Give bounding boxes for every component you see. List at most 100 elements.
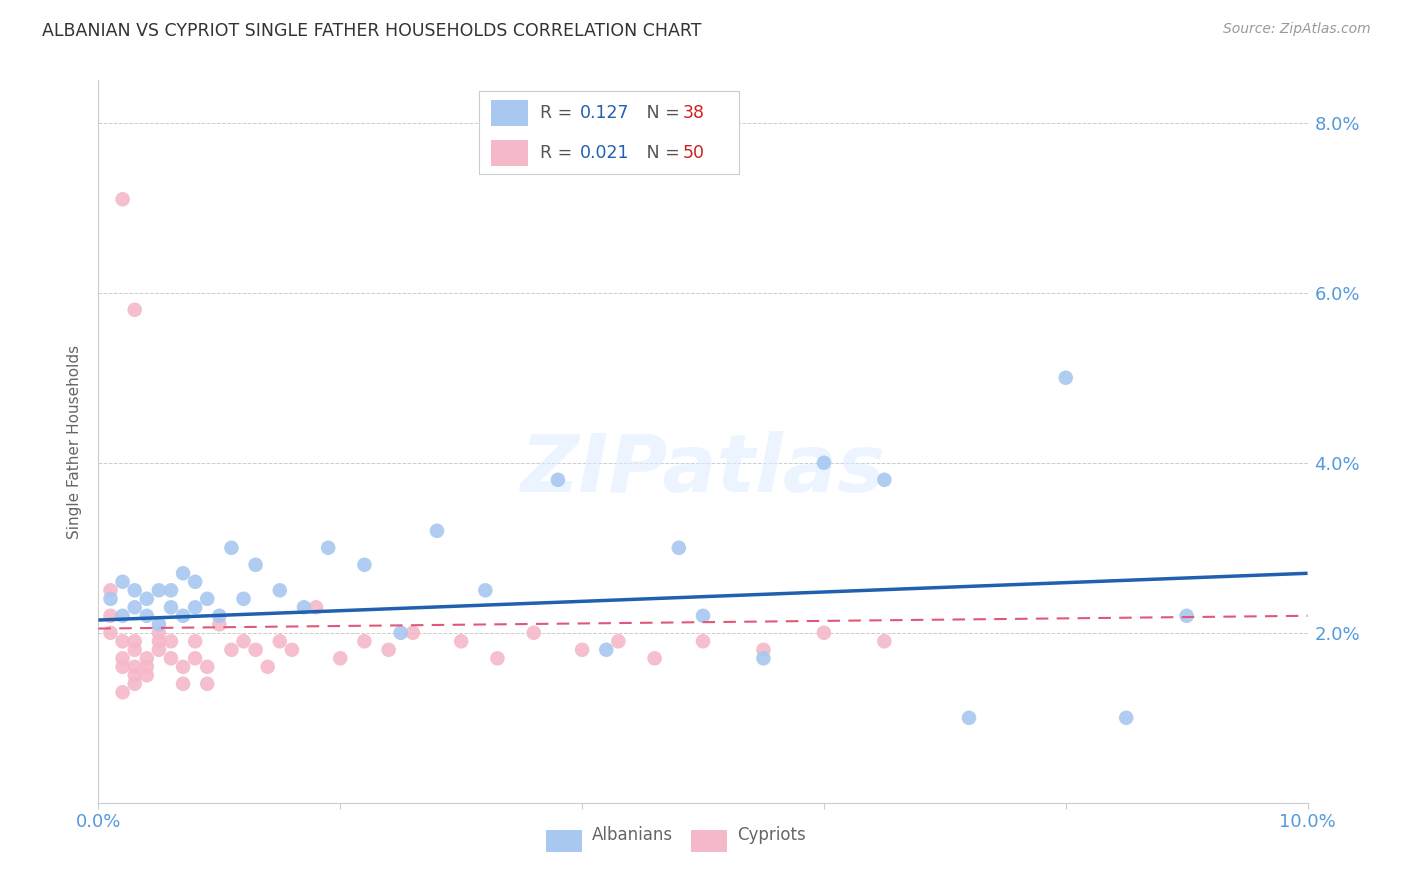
- Point: [124, 668, 146, 682]
- Text: N =: N =: [630, 103, 686, 122]
- Point: [135, 668, 157, 682]
- Point: [111, 608, 134, 623]
- Text: 0.127: 0.127: [579, 103, 628, 122]
- Point: [184, 600, 207, 615]
- Point: [256, 660, 278, 674]
- Point: [668, 541, 690, 555]
- Point: [111, 192, 134, 206]
- Point: [873, 634, 896, 648]
- Point: [172, 608, 194, 623]
- Point: [873, 473, 896, 487]
- Point: [111, 685, 134, 699]
- Point: [135, 651, 157, 665]
- Point: [245, 558, 267, 572]
- Text: Source: ZipAtlas.com: Source: ZipAtlas.com: [1223, 22, 1371, 37]
- Point: [221, 642, 243, 657]
- Y-axis label: Single Father Households: Single Father Households: [67, 344, 83, 539]
- FancyBboxPatch shape: [479, 91, 740, 174]
- Point: [281, 642, 304, 657]
- Point: [692, 634, 714, 648]
- Point: [752, 642, 775, 657]
- Point: [523, 625, 546, 640]
- Point: [160, 600, 183, 615]
- Point: [692, 608, 714, 623]
- Point: [1115, 711, 1137, 725]
- Point: [135, 591, 157, 606]
- Point: [124, 642, 146, 657]
- Point: [184, 574, 207, 589]
- Point: [595, 642, 617, 657]
- Text: N =: N =: [630, 144, 686, 161]
- Point: [100, 608, 122, 623]
- Point: [389, 625, 412, 640]
- Point: [172, 677, 194, 691]
- Point: [232, 591, 254, 606]
- Point: [124, 302, 146, 317]
- Point: [269, 583, 291, 598]
- Point: [474, 583, 496, 598]
- Text: Albanians: Albanians: [592, 826, 673, 845]
- Point: [148, 634, 170, 648]
- FancyBboxPatch shape: [690, 830, 727, 852]
- Point: [100, 591, 122, 606]
- Point: [813, 456, 835, 470]
- Point: [377, 642, 399, 657]
- Point: [124, 660, 146, 674]
- Point: [111, 574, 134, 589]
- Point: [184, 634, 207, 648]
- Point: [547, 473, 569, 487]
- Point: [135, 608, 157, 623]
- Point: [111, 651, 134, 665]
- Point: [208, 617, 231, 632]
- Point: [450, 634, 472, 648]
- FancyBboxPatch shape: [546, 830, 582, 852]
- Text: 38: 38: [682, 103, 704, 122]
- FancyBboxPatch shape: [492, 100, 527, 126]
- Point: [292, 600, 315, 615]
- Point: [124, 583, 146, 598]
- Point: [160, 651, 183, 665]
- Point: [195, 591, 218, 606]
- Point: [195, 660, 218, 674]
- Point: [100, 625, 122, 640]
- Point: [124, 600, 146, 615]
- Point: [957, 711, 980, 725]
- Point: [426, 524, 449, 538]
- Point: [571, 642, 593, 657]
- Point: [195, 677, 218, 691]
- Point: [100, 583, 122, 598]
- Text: Cypriots: Cypriots: [737, 826, 806, 845]
- Point: [111, 634, 134, 648]
- Point: [148, 625, 170, 640]
- Point: [353, 634, 375, 648]
- Point: [221, 541, 243, 555]
- Point: [353, 558, 375, 572]
- Point: [245, 642, 267, 657]
- Point: [184, 651, 207, 665]
- Point: [305, 600, 328, 615]
- Point: [172, 566, 194, 581]
- Text: 50: 50: [682, 144, 704, 161]
- Point: [1175, 608, 1198, 623]
- Point: [172, 660, 194, 674]
- Point: [160, 583, 183, 598]
- Text: ALBANIAN VS CYPRIOT SINGLE FATHER HOUSEHOLDS CORRELATION CHART: ALBANIAN VS CYPRIOT SINGLE FATHER HOUSEH…: [42, 22, 702, 40]
- Point: [752, 651, 775, 665]
- Point: [232, 634, 254, 648]
- Text: 0.021: 0.021: [579, 144, 628, 161]
- Point: [160, 634, 183, 648]
- Point: [124, 677, 146, 691]
- Text: R =: R =: [540, 103, 578, 122]
- Point: [111, 660, 134, 674]
- Point: [1054, 371, 1077, 385]
- Point: [148, 583, 170, 598]
- Text: ZIPatlas: ZIPatlas: [520, 432, 886, 509]
- Point: [124, 634, 146, 648]
- Point: [607, 634, 630, 648]
- Point: [644, 651, 666, 665]
- FancyBboxPatch shape: [492, 139, 527, 166]
- Point: [486, 651, 509, 665]
- Point: [208, 608, 231, 623]
- Point: [148, 642, 170, 657]
- Point: [135, 660, 157, 674]
